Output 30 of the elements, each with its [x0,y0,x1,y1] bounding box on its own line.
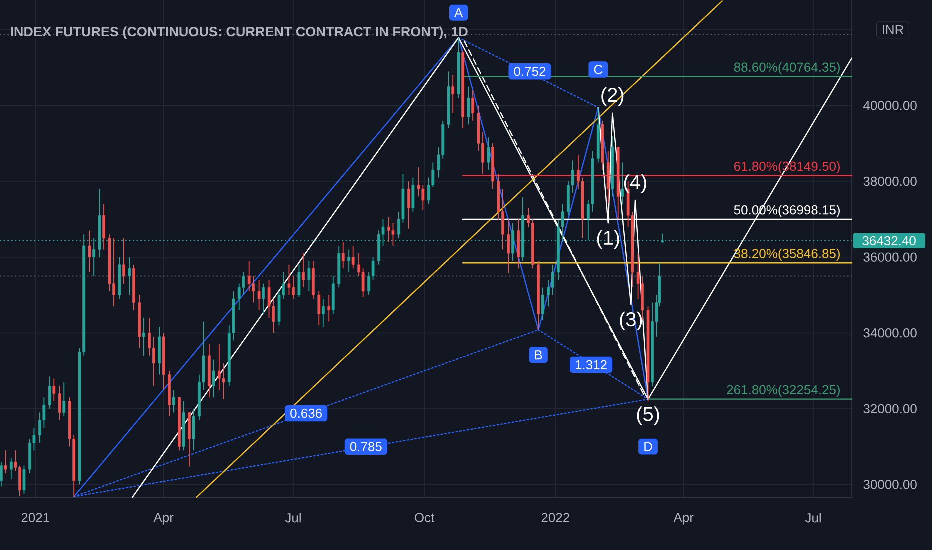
annotation: D [644,442,652,452]
annotation: 0.636 [290,408,322,418]
annotation: (5) [637,406,660,426]
annotation: 0.785 [350,442,382,452]
x-tick-label: Apr [674,513,694,525]
text: INDEX FUTURES (CONTINUOUS: CURRENT CONTRACT IN FRONT), 1D [11,26,468,40]
x-tick-label: 2022 [542,513,570,522]
ref-line-label: 36432.40 [862,236,916,246]
x-tick-label: Jul [285,513,301,523]
y-tick-label: 38000.00 [864,176,917,186]
y-tick-label: 40000.00 [864,101,917,110]
y-tick-label: 34000.00 [864,328,917,338]
y-tick-label: 30000.00 [864,480,917,490]
annotation: A [454,8,464,18]
x-tick-label: Apr [154,513,174,525]
annotation: (1) [597,230,620,250]
annotation: 1.312 [576,360,607,370]
annotation: (4) [624,174,646,194]
y-tick-label: 36000.00 [864,252,917,262]
y-axis-title: INR [883,25,904,34]
series-label: 38.20%(35846.85) [734,248,840,261]
series-label: 261.80%(32254.25) [727,384,840,398]
x-tick-label: 2021 [22,513,50,522]
annotation: B [535,350,542,360]
annotation: 0.752 [514,67,546,76]
y-tick-label: 32000.00 [864,404,917,414]
x-tick-label: Jul [805,513,821,523]
x-tick-label: Oct [415,513,435,522]
annotation: C [594,65,603,74]
series-label: 88.60%(40764.35) [734,62,840,75]
